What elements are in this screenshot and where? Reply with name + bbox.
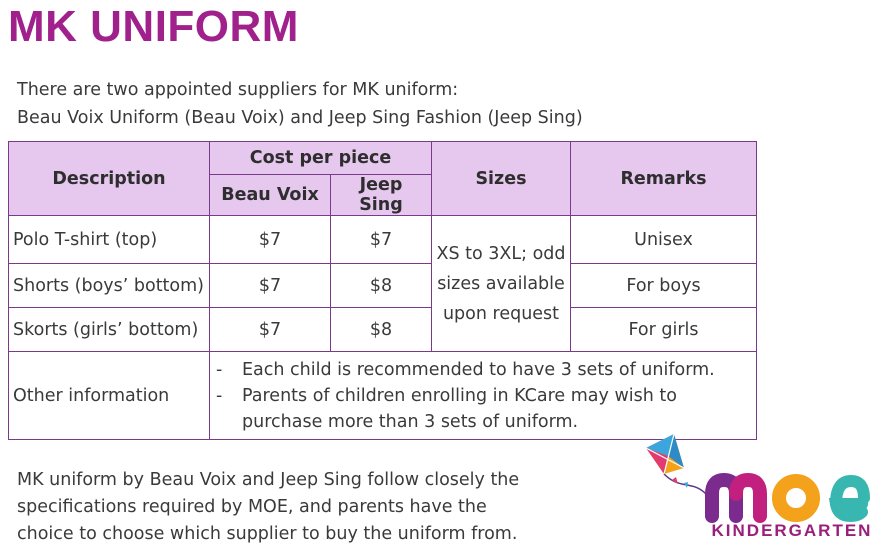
header-beau-voix: Beau Voix (209, 174, 331, 216)
intro-line: There are two appointed suppliers for MK… (17, 80, 459, 100)
row-price-jeep-sing: $8 (330, 307, 432, 352)
sizes-line: upon request (442, 303, 560, 324)
header-sizes: Sizes (431, 141, 571, 216)
header-cost: Cost per piece (209, 141, 432, 175)
header-description: Description (8, 141, 210, 216)
other-info-item: Each child is recommended to have 3 sets… (214, 357, 752, 383)
footer-line: choice to choose which supplier to buy t… (17, 524, 518, 544)
footer-text: MK uniform by Beau Voix and Jeep Sing fo… (17, 467, 519, 548)
table-row: Polo T-shirt (top) $7 $7 XS to 3XL; odd … (8, 215, 757, 352)
sizes-line: XS to 3XL; odd (436, 243, 566, 264)
page-title: MK UNIFORM (8, 2, 299, 51)
logo-subtitle: KINDERGARTEN (711, 521, 873, 540)
row-remarks: For boys (570, 263, 757, 308)
row-description: Skorts (girls’ bottom) (8, 307, 210, 352)
other-info-content: Each child is recommended to have 3 sets… (209, 351, 757, 440)
header-jeep-sing: Jeep Sing (330, 174, 432, 216)
table-row: Skorts (girls’ bottom) $7 $8 For girls (8, 307, 757, 352)
kite-icon (645, 433, 707, 495)
table-row: Shorts (boys’ bottom) $7 $8 For boys (8, 263, 757, 308)
row-remarks: Unisex (570, 215, 757, 264)
row-remarks: For girls (570, 307, 757, 352)
footer-line: specifications required by MOE, and pare… (17, 497, 487, 517)
sizes-line: sizes available (437, 273, 565, 294)
sizes-cell: XS to 3XL; odd sizes available upon requ… (431, 215, 571, 352)
row-description: Shorts (boys’ bottom) (8, 263, 210, 308)
row-price-jeep-sing: $8 (330, 263, 432, 308)
header-remarks: Remarks (570, 141, 757, 216)
row-price-jeep-sing: $7 (330, 215, 432, 264)
other-info-label: Other information (8, 351, 210, 440)
footer-line: MK uniform by Beau Voix and Jeep Sing fo… (17, 470, 520, 490)
moe-wordmark (705, 472, 870, 523)
intro-line: Beau Voix Uniform (Beau Voix) and Jeep S… (17, 108, 583, 128)
uniform-table: Description Cost per piece Sizes Remarks… (8, 141, 757, 440)
other-info-row: Other information Each child is recommen… (8, 351, 757, 440)
row-price-beau-voix: $7 (209, 215, 331, 264)
row-price-beau-voix: $7 (209, 307, 331, 352)
row-price-beau-voix: $7 (209, 263, 331, 308)
moe-kindergarten-logo (645, 433, 870, 523)
row-description: Polo T-shirt (top) (8, 215, 210, 264)
other-info-item: Parents of children enrolling in KCare m… (214, 383, 752, 435)
intro-text: There are two appointed suppliers for MK… (17, 76, 583, 132)
